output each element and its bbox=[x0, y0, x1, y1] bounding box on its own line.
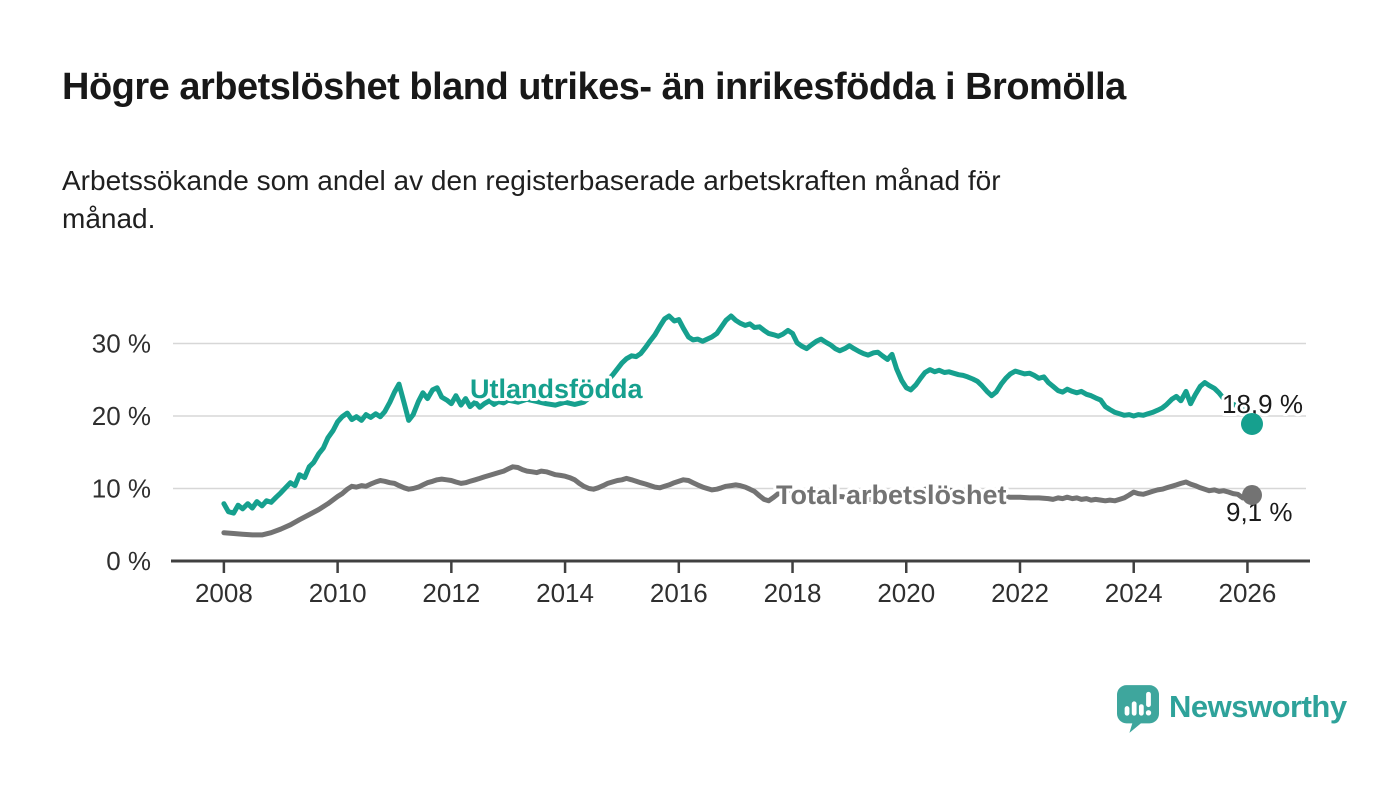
x-tick-label: 2008 bbox=[195, 578, 253, 608]
newsworthy-logo-text: Newsworthy bbox=[1169, 689, 1347, 724]
series-line-utlandsf-dda bbox=[221, 313, 1255, 516]
x-tick-label: 2016 bbox=[650, 578, 708, 608]
chart-subtitle-line-1: Arbetssökande som andel av den registerb… bbox=[62, 165, 1001, 196]
x-tick-label: 2014 bbox=[536, 578, 594, 608]
x-tick-label: 2022 bbox=[991, 578, 1049, 608]
newsworthy-logo-icon bbox=[1117, 685, 1159, 733]
newsworthy-logo: Newsworthy bbox=[1117, 684, 1347, 734]
series-label: Total arbetslöshet bbox=[776, 480, 1007, 510]
series-line-total-arbetsl-shet bbox=[221, 464, 1255, 538]
y-tick-label: 20 % bbox=[92, 401, 151, 431]
end-value-label: 9,1 % bbox=[1226, 497, 1293, 527]
end-value-label: 18,9 % bbox=[1222, 389, 1303, 419]
x-tick-label: 2010 bbox=[309, 578, 367, 608]
chart-title: Högre arbetslöshet bland utrikes- än inr… bbox=[62, 66, 1126, 108]
chart-subtitle-line-2: månad. bbox=[62, 203, 156, 234]
y-tick-label: 10 % bbox=[92, 474, 151, 504]
series-end-dot bbox=[1241, 485, 1262, 506]
x-tick-label: 2018 bbox=[764, 578, 822, 608]
y-tick-label: 0 % bbox=[106, 546, 151, 576]
x-tick-label: 2026 bbox=[1219, 578, 1277, 608]
series-label: Utlandsfödda bbox=[470, 374, 643, 404]
chart-subtitle: Arbetssökande som andel av den registerb… bbox=[62, 162, 1001, 238]
series-end-dot bbox=[1240, 412, 1263, 435]
x-tick-label: 2012 bbox=[422, 578, 480, 608]
x-tick-label: 2024 bbox=[1105, 578, 1163, 608]
y-tick-label: 30 % bbox=[92, 329, 151, 359]
x-tick-label: 2020 bbox=[877, 578, 935, 608]
